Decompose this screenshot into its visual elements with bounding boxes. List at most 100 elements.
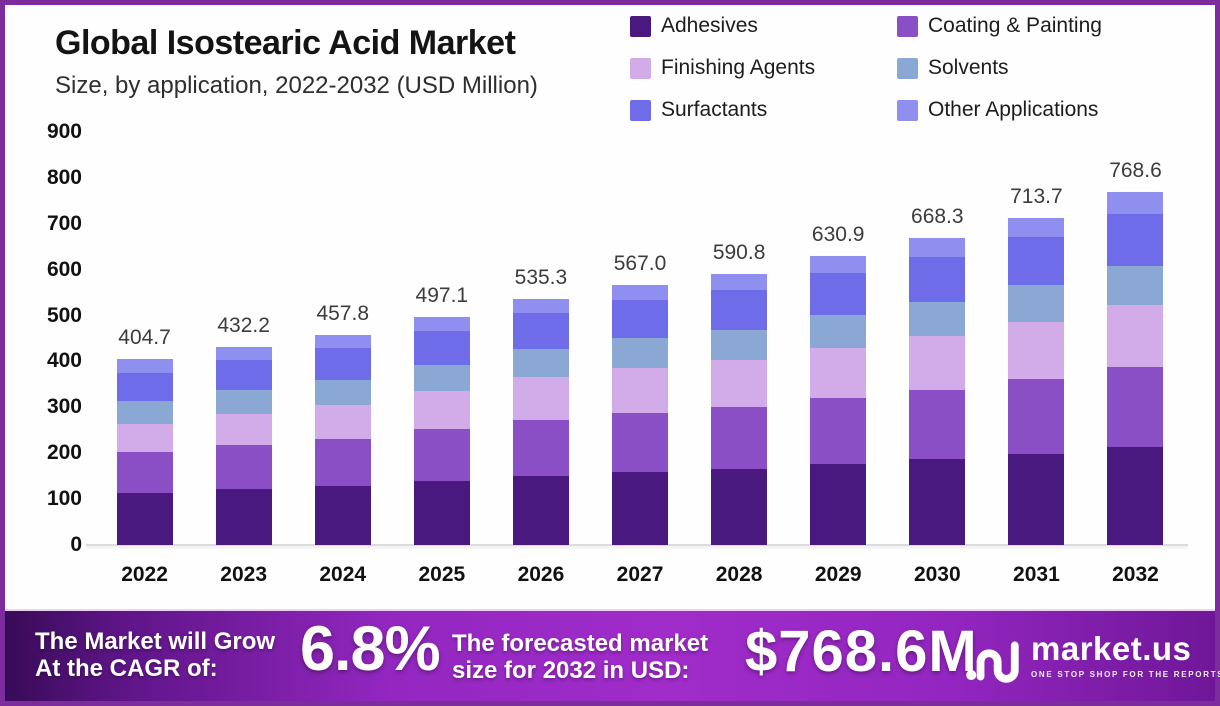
bar-segment-adhesives (711, 469, 768, 545)
bar-stack (810, 255, 867, 545)
bar-segment-finishing-agents (711, 360, 768, 408)
legend-label: Finishing Agents (661, 56, 816, 79)
x-axis-labels: 2022 2023 2024 2025 2026 2027 2028 2029 2030 2031… (95, 563, 1185, 587)
bar-segment-other-applications (810, 255, 867, 273)
y-tick-label: 600 (46, 257, 82, 281)
bar-segment-coating-painting (1107, 366, 1164, 447)
legend: Adhesives Coating & Painting Finishing Age… (630, 14, 1196, 122)
brand-logo: market.us ONE STOP SHOP FOR THE REPORTS (965, 629, 1220, 689)
bar-segment-other-applications (512, 299, 569, 314)
legend-swatch-solvents (897, 57, 918, 79)
legend-label: Surfactants (661, 98, 768, 121)
bar-segment-solvents (612, 338, 669, 368)
bar-segment-solvents (1107, 265, 1164, 305)
cagr-label-line2: At the CAGR of: (35, 655, 218, 682)
bar-total-label: 404.7 (118, 326, 171, 350)
x-axis-line (86, 544, 1188, 546)
bar-total-label: 630.9 (811, 222, 865, 246)
chart-subtitle: Size, by application, 2022-2032 (USD Mil… (55, 72, 538, 99)
x-tick-label: 2022 (121, 563, 168, 586)
legend-item-coating-painting: Coating & Painting (897, 14, 1196, 38)
y-tick-label: 500 (46, 303, 82, 327)
bar-segment-other-applications (612, 284, 669, 300)
legend-label: Adhesives (661, 14, 758, 37)
bar-segment-surfactants (1008, 237, 1065, 286)
bar-total-label: 668.3 (911, 205, 964, 229)
y-tick-label: 200 (46, 441, 82, 465)
forecast-label-line1: The forecasted market (452, 630, 709, 657)
bar-segment-surfactants (314, 348, 371, 381)
x-tick-label: 2026 (517, 563, 565, 586)
bar-segment-solvents (314, 380, 371, 405)
bar-column-2026: 535.3 (491, 132, 590, 545)
bar-segment-solvents (215, 390, 272, 415)
bar-segment-adhesives (116, 492, 173, 545)
bar-segment-coating-painting (413, 429, 470, 481)
x-tick-label: 2030 (913, 563, 961, 586)
bar-segment-finishing-agents (810, 347, 867, 399)
y-tick-label: 800 (46, 165, 82, 189)
y-tick-label: 400 (46, 349, 82, 373)
legend-item-other-applications: Other Applications (897, 98, 1196, 122)
bar-segment-other-applications (909, 238, 966, 257)
brand-tagline: ONE STOP SHOP FOR THE REPORTS (1031, 670, 1220, 679)
y-tick-label: 700 (46, 211, 82, 235)
cagr-label-line1: The Market will Grow (35, 628, 276, 655)
legend-item-surfactants: Surfactants (630, 98, 897, 122)
bar-segment-finishing-agents (1107, 304, 1164, 367)
bar-column-2028: 590.8 (690, 132, 789, 545)
bar-segment-finishing-agents (909, 335, 966, 390)
bar-total-label: 713.7 (1010, 184, 1063, 208)
x-tick-label: 2028 (715, 563, 763, 586)
bar-total-label: 457.8 (316, 301, 370, 325)
bar-stack (413, 316, 470, 545)
cagr-value: 6.8% (300, 614, 441, 684)
legend-swatch-finishing-agents (630, 57, 651, 79)
y-tick-label: 900 (46, 120, 82, 143)
forecast-value: $768.6M (745, 619, 978, 684)
x-tick-label: 2031 (1013, 563, 1060, 586)
bar-total-label: 567.0 (613, 251, 667, 275)
bar-segment-other-applications (116, 359, 173, 373)
bar-column-2023: 432.2 (194, 132, 293, 545)
bar-segment-adhesives (413, 480, 470, 545)
brand-name: market.us (1031, 630, 1192, 667)
bar-segment-adhesives (909, 459, 966, 545)
bar-segment-coating-painting (215, 444, 272, 490)
cagr-label: The Market will Grow At the CAGR of: (35, 628, 275, 682)
bar-column-2032: 768.6 (1086, 132, 1185, 545)
bar-segment-surfactants (413, 330, 470, 365)
bar-column-2029: 630.9 (789, 132, 888, 545)
bottom-banner: The Market will Grow At the CAGR of: 6.8… (5, 609, 1220, 701)
bar-column-2022: 404.7 (95, 132, 194, 545)
market-us-logo-icon (966, 641, 1019, 683)
bar-segment-solvents (810, 315, 867, 348)
bar-segment-surfactants (909, 256, 966, 302)
x-tick-label: 2025 (418, 563, 466, 586)
bar-stack (314, 334, 371, 545)
bar-segment-adhesives (1107, 446, 1164, 545)
legend-label: Coating & Painting (928, 14, 1102, 37)
brand-text-block: market.us ONE STOP SHOP FOR THE REPORTS (1031, 629, 1220, 679)
bar-segment-solvents (512, 349, 569, 378)
bar-segment-surfactants (215, 360, 272, 391)
bar-segment-adhesives (612, 472, 669, 545)
chart-title: Global Isostearic Acid Market (55, 24, 516, 62)
legend-item-adhesives: Adhesives (630, 14, 897, 38)
bar-segment-coating-painting (612, 412, 669, 473)
bar-segment-surfactants (612, 299, 669, 339)
bar-segment-finishing-agents (116, 423, 173, 452)
bar-total-label: 535.3 (514, 266, 568, 290)
legend-swatch-adhesives (630, 15, 651, 37)
bar-segment-adhesives (512, 476, 569, 545)
bar-segment-solvents (1008, 285, 1065, 322)
bar-segment-other-applications (215, 346, 272, 361)
bar-segment-coating-painting (116, 451, 173, 493)
bar-segment-finishing-agents (1008, 321, 1065, 380)
bar-segment-surfactants (512, 313, 569, 350)
bar-segment-other-applications (413, 316, 470, 331)
bar-segment-other-applications (314, 334, 371, 349)
bar-segment-adhesives (1008, 453, 1065, 545)
bar-segment-surfactants (116, 372, 173, 402)
